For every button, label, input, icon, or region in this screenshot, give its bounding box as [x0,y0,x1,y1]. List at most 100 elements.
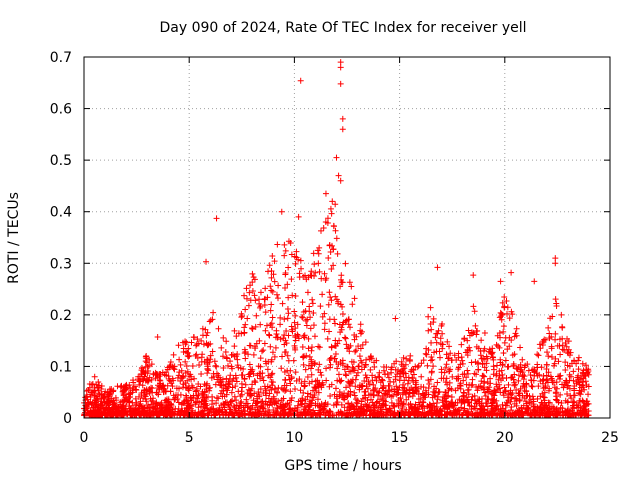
data-point [373,377,380,384]
data-point [133,410,140,417]
x-tick-label: 0 [80,430,89,446]
data-point [526,399,533,406]
data-point [145,362,152,369]
data-point [284,367,291,374]
data-point [270,393,277,400]
data-point [557,391,564,398]
data-point [231,343,238,350]
data-point [321,403,328,410]
data-point [98,391,105,398]
data-point [458,354,465,361]
data-point [167,400,174,407]
data-point [247,391,254,398]
data-point [168,411,175,418]
data-point [102,388,109,395]
data-point [429,356,436,363]
data-point [528,382,535,389]
data-point [475,366,482,373]
data-point [537,345,544,352]
data-point [560,412,567,419]
data-point [339,126,346,133]
data-point [154,405,161,412]
data-point [538,400,545,407]
data-point [238,330,245,337]
data-point [277,321,284,328]
data-point [332,227,339,234]
data-point [497,309,504,316]
data-point [203,382,210,389]
data-point [206,359,213,366]
data-point [188,395,195,402]
data-point [566,371,573,378]
data-point [573,402,580,409]
data-point [162,397,169,404]
data-point [306,308,313,315]
data-point [158,404,165,411]
data-point [557,351,564,358]
data-point [323,410,330,417]
data-point [317,303,324,310]
data-point [534,404,541,411]
data-point [382,406,389,413]
data-point [564,390,571,397]
data-point [98,383,105,390]
data-point [359,341,366,348]
data-point [506,334,513,341]
data-point [313,387,320,394]
data-point [262,285,269,292]
data-point [278,365,285,372]
data-point [493,381,500,388]
data-point [311,409,318,416]
data-point [291,253,298,260]
data-point [266,409,273,416]
data-point [575,366,582,373]
data-point [289,328,296,335]
data-point [193,351,200,358]
data-point [564,409,571,416]
data-point [271,258,278,265]
data-point [269,349,276,356]
data-point [357,327,364,334]
data-point [507,407,514,414]
data-point [501,303,508,310]
data-point [501,294,508,301]
data-point [447,400,454,407]
data-point [445,392,452,399]
data-point [179,373,186,380]
plot-frame [83,56,611,419]
data-point [91,373,98,380]
data-point [370,381,377,388]
data-point [257,355,264,362]
data-point [118,412,125,419]
data-point [487,375,494,382]
data-point [455,364,462,371]
x-tick-label: 20 [496,430,514,446]
data-point [154,334,161,341]
data-point [401,365,408,372]
data-point [506,315,513,322]
data-point [364,403,371,410]
data-point [386,407,393,414]
data-point [341,404,348,411]
data-point [259,398,266,405]
data-point [435,327,442,334]
data-point [292,260,299,267]
data-point [207,406,214,413]
data-point [332,293,339,300]
data-point [553,379,560,386]
data-point [314,396,321,403]
data-point [300,389,307,396]
data-point [111,400,118,407]
data-point [322,276,329,283]
data-point [422,350,429,357]
data-point [317,369,324,376]
data-point [146,374,153,381]
data-point [547,315,554,322]
data-point [223,338,230,345]
data-point [357,330,364,337]
data-point [367,366,374,373]
data-point [330,246,337,253]
data-point [574,374,581,381]
data-point [425,391,432,398]
data-point [513,365,520,372]
